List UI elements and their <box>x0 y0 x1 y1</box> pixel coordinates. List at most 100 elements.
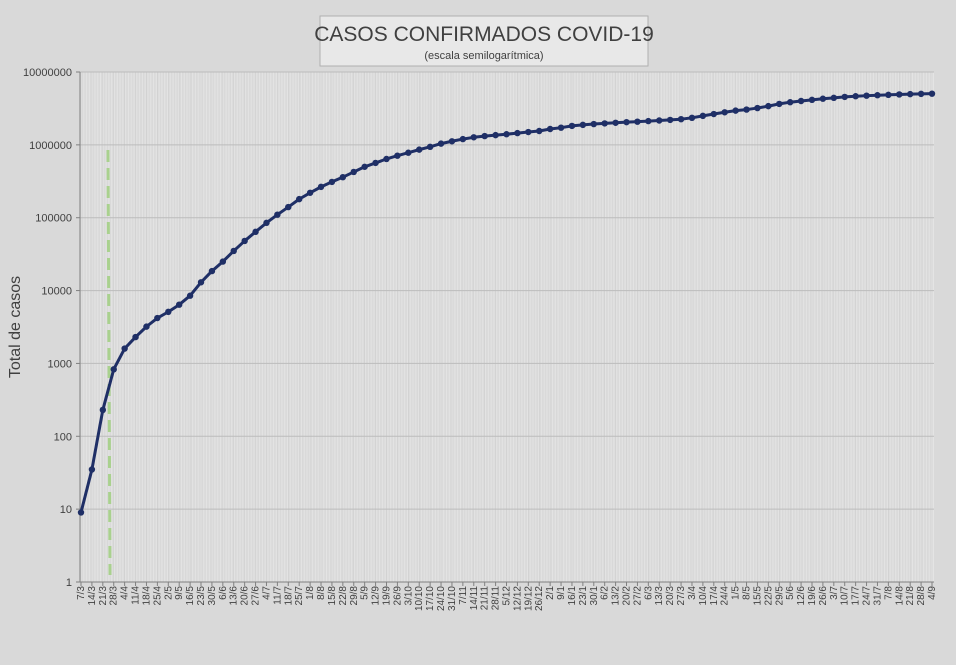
x-tick-label: 21/3 <box>98 586 109 606</box>
data-point <box>525 128 532 136</box>
x-tick-label: 12/12 <box>512 586 523 611</box>
data-point <box>743 106 750 113</box>
x-tick-label: 28/8 <box>916 586 927 606</box>
data-point <box>612 119 619 126</box>
data-point <box>263 219 270 227</box>
data-point <box>546 125 554 133</box>
y-axis-label: Total de casos <box>7 276 24 378</box>
x-tick-label: 29/8 <box>349 586 360 606</box>
data-point <box>405 149 412 156</box>
x-tick-label: 13/3 <box>654 586 665 606</box>
data-point <box>99 406 107 414</box>
data-point <box>797 97 805 105</box>
data-point <box>579 121 587 129</box>
data-point <box>186 292 194 299</box>
data-point <box>677 115 685 123</box>
x-tick-label: 5/12 <box>502 586 513 606</box>
data-point <box>688 114 696 122</box>
data-point <box>175 301 183 308</box>
x-tick-label: 17/10 <box>425 586 436 611</box>
x-tick-label: 24/10 <box>436 586 447 611</box>
y-tick-label: 10000000 <box>23 67 72 79</box>
data-point <box>306 189 314 196</box>
data-point <box>896 91 903 98</box>
x-tick-label: 20/2 <box>622 586 633 606</box>
x-tick-label: 19/6 <box>807 586 818 606</box>
y-tick-label: 1 <box>66 577 72 589</box>
data-point <box>808 96 816 104</box>
x-tick-label: 3/10 <box>403 586 414 606</box>
x-tick-label: 12/9 <box>371 586 382 606</box>
x-tick-label: 26/9 <box>392 586 403 606</box>
x-tick-label: 16/1 <box>567 586 578 606</box>
data-point <box>721 109 728 116</box>
data-point <box>143 323 150 330</box>
x-tick-label: 25/7 <box>294 586 305 606</box>
data-point <box>917 90 925 98</box>
x-tick-label: 23/1 <box>578 586 589 606</box>
data-point <box>317 183 325 191</box>
x-tick-label: 14/8 <box>894 586 905 606</box>
data-point <box>885 91 892 99</box>
data-point <box>776 100 783 108</box>
data-point <box>383 155 390 163</box>
data-point <box>208 267 216 275</box>
data-point <box>361 163 368 170</box>
data-point <box>852 93 859 100</box>
data-point <box>557 124 565 131</box>
data-point <box>241 237 248 245</box>
x-tick-label: 9/1 <box>556 586 567 600</box>
x-tick-label: 10/7 <box>840 586 851 606</box>
data-point <box>656 117 663 124</box>
x-tick-label: 14/11 <box>469 586 480 611</box>
x-tick-label: 13/2 <box>611 586 622 606</box>
x-tick-label: 6/6 <box>218 586 229 600</box>
x-tick-label: 22/5 <box>763 586 774 606</box>
data-point <box>634 118 641 125</box>
x-tick-label: 25/4 <box>152 586 163 606</box>
data-point <box>121 345 128 352</box>
x-tick-label: 3/4 <box>687 586 698 600</box>
x-tick-label: 8/5 <box>742 586 753 600</box>
x-tick-label: 26/12 <box>534 586 545 611</box>
data-point <box>841 93 848 101</box>
x-tick-label: 11/7 <box>272 586 283 605</box>
x-tick-label: 31/10 <box>447 586 458 611</box>
x-tick-label: 17/4 <box>709 586 720 606</box>
data-point <box>481 132 488 140</box>
x-tick-label: 12/6 <box>796 586 807 606</box>
x-tick-label: 16/5 <box>185 586 196 606</box>
x-tick-label: 9/5 <box>174 586 185 600</box>
x-tick-label: 19/12 <box>523 586 534 611</box>
data-point <box>110 366 117 373</box>
data-point <box>77 509 85 516</box>
data-point <box>437 140 445 147</box>
x-tick-label: 13/6 <box>229 586 240 606</box>
y-tick-label: 100000 <box>35 213 72 225</box>
x-tick-label: 27/3 <box>676 586 687 606</box>
x-tick-label: 24/4 <box>720 586 731 606</box>
x-tick-label: 23/5 <box>196 586 207 606</box>
x-tick-label: 5/6 <box>785 586 796 600</box>
data-point <box>536 127 543 135</box>
data-point <box>165 308 172 316</box>
data-point <box>819 95 827 102</box>
data-point <box>645 117 652 125</box>
data-point <box>88 466 96 473</box>
x-tick-label: 5/9 <box>360 586 371 600</box>
data-point <box>568 122 576 130</box>
data-point <box>372 159 379 167</box>
data-point <box>459 135 467 143</box>
x-tick-label: 7/3 <box>76 586 87 600</box>
x-tick-label: 19/9 <box>381 586 392 606</box>
x-tick-label: 29/5 <box>774 586 785 606</box>
data-point <box>448 138 456 145</box>
data-point <box>132 333 139 341</box>
x-tick-label: 4/9 <box>927 586 938 600</box>
y-tick-label: 10 <box>60 504 72 516</box>
x-tick-label: 11/4 <box>131 586 142 605</box>
x-tick-label: 10/10 <box>414 586 425 611</box>
x-tick-label: 8/8 <box>316 586 327 600</box>
x-tick-label: 22/8 <box>338 586 349 606</box>
